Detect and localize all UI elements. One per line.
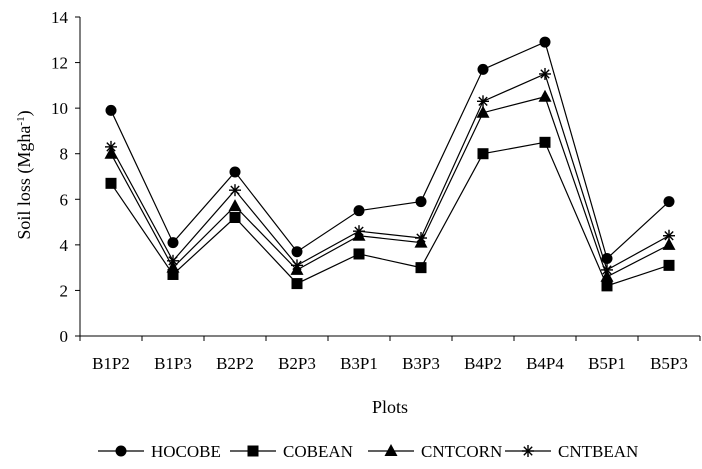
legend-marker-cntbean [522, 445, 534, 457]
legend-label: CNTBEAN [558, 442, 638, 461]
data-point-cobean [477, 148, 489, 160]
data-point-cntbean [601, 263, 613, 276]
x-tick-label: B2P3 [278, 354, 316, 373]
y-axis-title-close: ) [14, 110, 35, 116]
y-axis-ticks: 0 2 4 6 8 10 12 14 [51, 8, 80, 346]
series-line-cntcorn [110, 96, 670, 278]
data-point-hocobe [353, 205, 365, 217]
legend-item-cntcorn: CNTCORN [368, 442, 502, 461]
x-tick-label: B2P2 [216, 354, 254, 373]
data-point-cntbean [167, 254, 179, 267]
data-point-cntbean [105, 140, 117, 153]
legend-marker-cntcorn [384, 444, 398, 456]
legend-label: CNTCORN [421, 442, 502, 461]
data-point-cntcorn [538, 89, 552, 102]
data-point-hocobe [105, 104, 117, 116]
y-tick-label: 6 [60, 190, 69, 209]
data-point-cntbean [229, 184, 241, 197]
y-tick-label: 4 [60, 236, 69, 255]
legend-item-hocobe: HOCOBE [98, 442, 221, 461]
legend-item-cobean: COBEAN [230, 442, 353, 461]
data-point-cobean [291, 278, 303, 290]
y-tick-label: 8 [60, 145, 69, 164]
data-point-cobean [601, 280, 613, 292]
y-axis-title: Soil loss (Mgha-1) [14, 110, 35, 239]
data-point-cntbean [539, 67, 551, 80]
x-tick-label: B5P3 [650, 354, 688, 373]
legend-label: COBEAN [283, 442, 353, 461]
x-tick-label: B1P3 [154, 354, 192, 373]
series-line-hocobe [110, 41, 670, 260]
data-point-cobean [353, 248, 365, 260]
legend-marker-hocobe [115, 445, 127, 457]
data-point-cobean [167, 268, 179, 280]
data-point-hocobe [477, 63, 489, 75]
data-point-hocobe [167, 237, 179, 249]
y-tick-label: 10 [51, 99, 68, 118]
data-point-cobean [539, 136, 551, 148]
data-point-cntbean [663, 229, 675, 242]
data-point-hocobe [291, 246, 303, 258]
data-point-hocobe [663, 196, 675, 208]
data-point-cobean [229, 212, 241, 224]
y-tick-label: 12 [51, 54, 68, 73]
legend-marker-cobean [247, 445, 259, 457]
legend: HOCOBE COBEAN CNTCORN CNTBEAN [98, 442, 638, 461]
y-tick-label: 0 [60, 327, 69, 346]
data-point-cntbean [477, 95, 489, 108]
x-tick-label: B3P3 [402, 354, 440, 373]
x-tick-label: B5P1 [588, 354, 626, 373]
x-tick-label: B1P2 [92, 354, 130, 373]
legend-item-cntbean: CNTBEAN [505, 442, 638, 461]
data-point-hocobe [415, 196, 427, 208]
y-tick-label: 14 [51, 8, 69, 27]
y-tick-label: 2 [60, 281, 69, 300]
data-point-cntbean [415, 232, 427, 245]
x-axis-ticks: B1P2 B1P3 B2P2 B2P3 B3P1 B3P3 B4P2 B4P4 B5P1 B5P3 [79, 336, 701, 373]
series-line-cntbean [110, 73, 670, 271]
data-point-cntcorn [662, 237, 676, 250]
y-axis-title-main: Soil loss (Mgha [14, 126, 35, 240]
data-point-cntbean [353, 225, 365, 238]
data-point-cobean [415, 262, 427, 274]
series-group [104, 36, 676, 292]
x-tick-label: B3P1 [340, 354, 378, 373]
y-axis-title-superscript: -1 [15, 116, 27, 125]
x-tick-label: B4P4 [526, 354, 564, 373]
data-point-cntcorn [228, 199, 242, 212]
legend-label: HOCOBE [151, 442, 221, 461]
data-point-cobean [105, 177, 117, 189]
x-axis-title: Plots [372, 397, 408, 417]
data-point-cntbean [291, 259, 303, 272]
series-line-cobean [110, 141, 670, 287]
x-tick-label: B4P2 [464, 354, 502, 373]
data-point-hocobe [539, 36, 551, 48]
data-point-cobean [663, 259, 675, 271]
data-point-cntcorn [476, 105, 490, 118]
data-point-hocobe [229, 166, 241, 178]
